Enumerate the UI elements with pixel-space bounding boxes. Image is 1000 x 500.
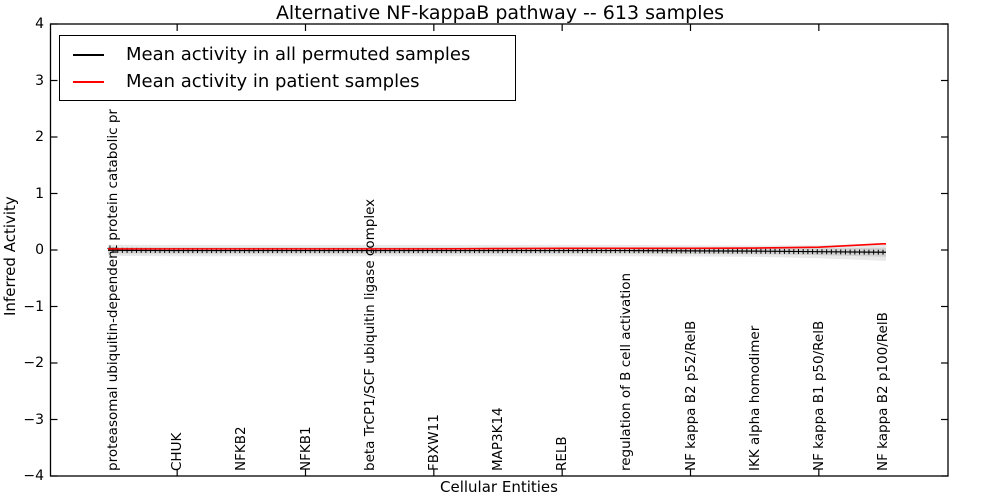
x-tick-label: IKK alpha homodimer <box>746 325 763 471</box>
permuted-mean-line <box>108 249 886 253</box>
x-tick-label: CHUK <box>169 432 186 471</box>
permuted-std-band-outer <box>108 243 886 261</box>
y-tick-label: −3 <box>23 411 44 428</box>
legend-label-permuted: Mean activity in all permuted samples <box>126 44 471 65</box>
x-tick-label: FBXW11 <box>425 414 442 471</box>
y-tick-label: 2 <box>35 129 44 145</box>
y-tick-label: 3 <box>35 72 44 89</box>
x-tick-label: NF kappa B2 p100/RelB <box>875 312 891 471</box>
y-tick-label: −1 <box>23 298 44 315</box>
x-tick-label: NF kappa B2 p52/RelB <box>682 320 699 471</box>
legend-label-patient: Mean activity in patient samples <box>126 71 420 92</box>
x-tick-label: regulation of B cell activation <box>618 272 635 471</box>
y-tick-label: 1 <box>35 185 44 202</box>
permuted-std-band-inner <box>108 247 886 257</box>
x-tick-label: beta TrCP1/SCF ubiquitin ligase complex <box>361 198 378 471</box>
legend-entry-patient: Mean activity in patient samples <box>60 68 515 95</box>
x-tick-label: RELB <box>554 436 571 471</box>
y-tick-label: −2 <box>23 355 44 371</box>
chart-title: Alternative NF-kappaB pathway -- 613 sam… <box>275 2 725 24</box>
permuted-line-swatch-icon <box>73 53 104 56</box>
patient-line-swatch-icon <box>73 80 104 83</box>
legend-entry-permuted: Mean activity in all permuted samples <box>60 41 515 68</box>
y-tick-label: 4 <box>35 16 44 32</box>
x-tick-label: NFKB1 <box>297 426 314 471</box>
y-tick-label: −4 <box>23 468 44 484</box>
x-tick-label: MAP3K14 <box>490 407 506 471</box>
patient-mean-line <box>108 242 886 250</box>
y-tick-label: 0 <box>35 242 44 258</box>
legend: Mean activity in all permuted samples Me… <box>59 35 516 101</box>
x-tick-label: NFKB2 <box>233 426 250 471</box>
x-axis-title: Cellular Entities <box>440 478 558 496</box>
x-tick-label: NF kappa B1 p50/RelB <box>810 320 827 471</box>
x-tick-label: proteasomal ubiquitin-dependent protein … <box>105 109 121 471</box>
